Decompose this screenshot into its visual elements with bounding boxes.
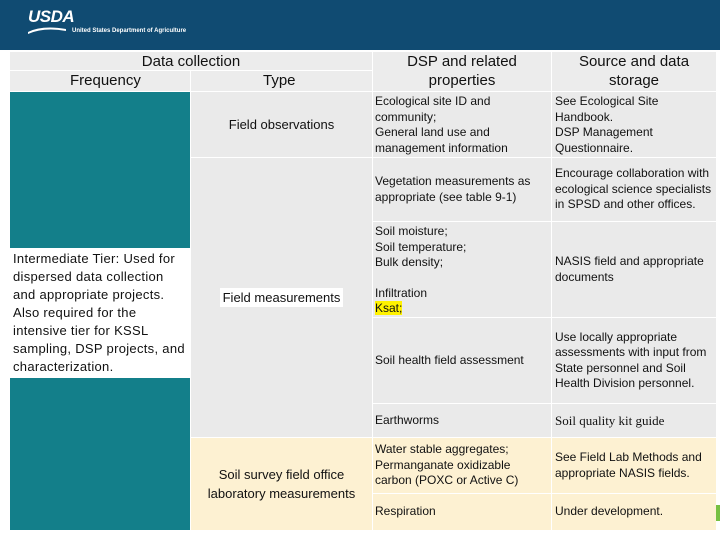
table-row-5-dsp: Earthworms: [373, 404, 551, 437]
dsp-line: Soil moisture;: [375, 224, 448, 238]
dsp-label: DSP and related properties: [407, 53, 517, 89]
dsp-line: Respiration: [375, 504, 436, 519]
header-frequency: Frequency: [10, 71, 190, 91]
type-label: Type: [263, 72, 296, 89]
source-line: NASIS field and appropriate documents: [555, 254, 704, 284]
dsp-line: Permanganate oxidizable carbon (POXC or …: [375, 457, 519, 488]
infiltration-line: Infiltration: [375, 285, 428, 300]
table-row-7-source: Under development.: [552, 494, 716, 530]
dsp-line: Soil temperature;: [375, 239, 467, 254]
tier-cell-white: Intermediate Tier: Used for dispersed da…: [10, 248, 190, 378]
usda-logo[interactable]: USDA: [28, 7, 75, 34]
field-measurements-label: Field measurements: [219, 288, 344, 307]
table-row-2-dsp: Vegetation measurements as appropriate (…: [373, 158, 551, 221]
table-row-1-dsp: Ecological site ID and community; Genera…: [373, 92, 551, 157]
type-field-observations: Field observations: [191, 92, 372, 157]
lab-measurements-label: Soil survey field office laboratory meas…: [207, 467, 356, 501]
tier-label: Intermediate Tier: Used for dispersed da…: [13, 251, 185, 374]
table-row-4-dsp: Soil health field assessment: [373, 318, 551, 403]
source-line: Under development.: [555, 504, 664, 519]
header-dsp: DSP and related properties: [373, 52, 551, 91]
dsp-line: Ecological site ID and community;: [375, 94, 491, 124]
field-observations-label: Field observations: [228, 117, 335, 132]
table-row-6-dsp: Water stable aggregates; Permanganate ox…: [373, 438, 551, 493]
logo-swoosh-icon: [28, 27, 66, 34]
source-line: DSP Management Questionnaire.: [555, 125, 653, 155]
dsp-line: Soil health field assessment: [375, 352, 524, 367]
table-row-3-dsp: Soil moisture; Soil temperature; Bulk de…: [373, 222, 551, 317]
table-row-2-source: Encourage collaboration with ecological …: [552, 158, 716, 221]
source-line: Encourage collaboration with ecological …: [555, 166, 712, 212]
table-row-3-source: NASIS field and appropriate documents: [552, 222, 716, 317]
slide-accent-bar: [716, 505, 720, 521]
type-field-measurements: Field measurements: [191, 158, 372, 437]
logo-text: USDA: [28, 7, 75, 26]
header-data-collection: Data collection: [10, 52, 372, 70]
dsp-line: Earthworms: [375, 412, 440, 427]
source-line: Soil quality kit guide: [555, 412, 665, 428]
table-row-7-dsp: Respiration: [373, 494, 551, 530]
dsp-line: Water stable aggregates;: [375, 442, 509, 457]
agency-header: USDA United States Department of Agricul…: [0, 0, 720, 50]
dsp-line: Bulk density;: [375, 255, 444, 269]
table-row-6-source: See Field Lab Methods and appropriate NA…: [552, 438, 716, 493]
header-type: Type: [191, 71, 372, 91]
frequency-label: Frequency: [70, 72, 141, 89]
dsp-line: General land use and management informat…: [375, 125, 508, 155]
dsp-line: Vegetation measurements as appropriate (…: [375, 174, 531, 204]
ksat-highlight: Ksat;: [375, 301, 403, 315]
data-collection-label: Data collection: [141, 53, 241, 70]
table-row-4-source: Use locally appropriate assessments with…: [552, 318, 716, 403]
type-lab-measurements: Soil survey field office laboratory meas…: [191, 438, 372, 530]
source-line: Use locally appropriate assessments with…: [555, 329, 707, 391]
table-row-5-source: Soil quality kit guide: [552, 404, 716, 437]
source-line: See Ecological Site Handbook.: [555, 94, 659, 124]
source-label: Source and data storage: [578, 53, 690, 89]
header-source: Source and data storage: [552, 52, 716, 91]
source-line: See Field Lab Methods and appropriate NA…: [555, 450, 702, 480]
department-name: United States Department of Agriculture: [72, 28, 187, 34]
table-row-1-source: See Ecological Site Handbook. DSP Manage…: [552, 92, 716, 157]
